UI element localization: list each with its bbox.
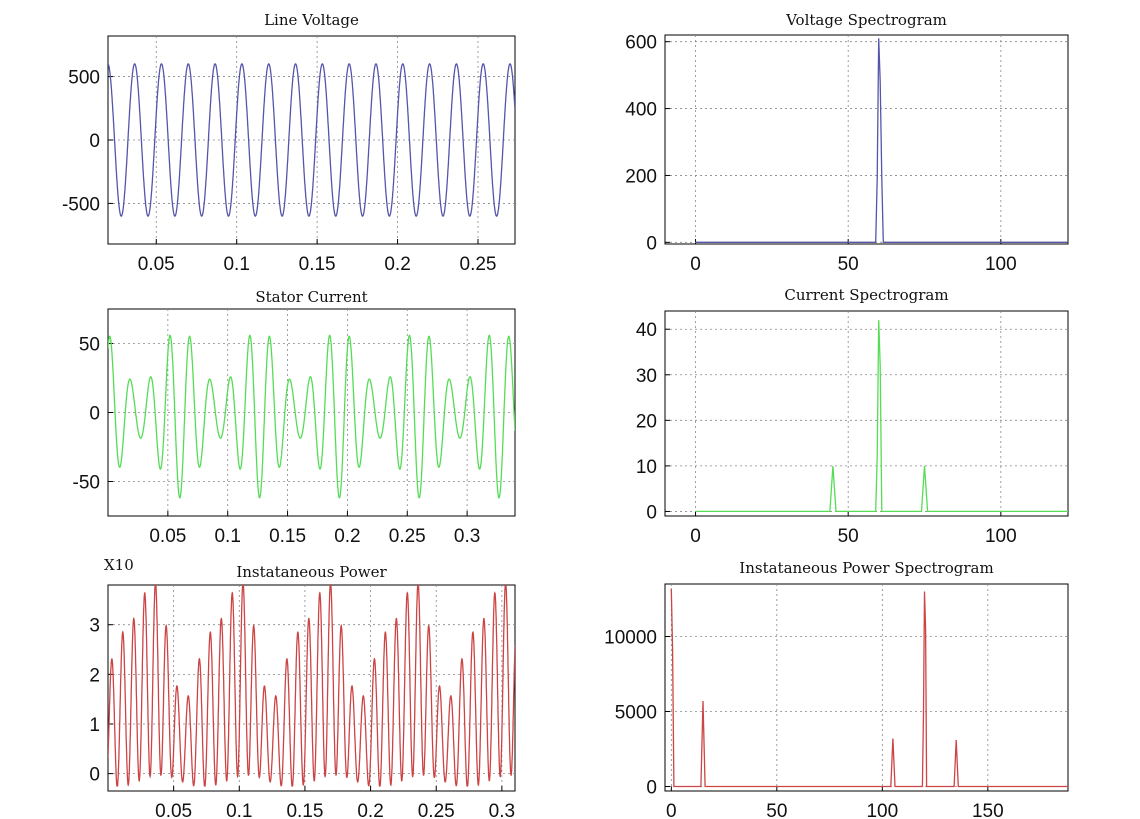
x-tick-label: 0.15 <box>299 254 336 275</box>
x-tick-label: 50 <box>838 254 859 275</box>
x-tick-label: 0.25 <box>389 526 426 547</box>
x-tick-label: 0.1 <box>226 801 252 819</box>
x-tick-label: 50 <box>766 801 787 819</box>
y-tick-label: 0 <box>646 502 657 523</box>
x-tick-label: 0.25 <box>460 254 497 275</box>
x-tick-label: 0.15 <box>269 526 306 547</box>
x-tick-label: 50 <box>838 526 859 547</box>
x-tick-label: 100 <box>985 254 1017 275</box>
chart-title: Current Spectrogram <box>784 286 948 304</box>
y-tick-label: 10 <box>636 457 657 478</box>
x-tick-label: 0 <box>690 526 701 547</box>
x-tick-label: 0.05 <box>149 526 186 547</box>
x-tick-label: 0 <box>690 254 701 275</box>
chart-current-spectrogram: 0 50 100 0 10 20 30 40 Current Spectrogram <box>636 286 1068 547</box>
x-tick-label: 0.3 <box>454 526 480 547</box>
x-tick-label: 150 <box>972 801 1004 819</box>
x-tick-label: 100 <box>866 801 898 819</box>
plot-frame <box>665 584 1068 791</box>
chart-stator-current: 0.05 0.1 0.15 0.2 0.25 0.3 -50 0 50 Stator Curren… <box>73 288 515 547</box>
y-tick-label: 0 <box>646 778 657 799</box>
y-tick-label: 400 <box>625 100 657 121</box>
x-tick-label: 0.15 <box>286 801 323 819</box>
y-tick-label: 600 <box>625 33 657 54</box>
y-tick-label: 5000 <box>615 703 657 724</box>
plot-frame <box>665 35 1068 244</box>
x-tick-label: 0 <box>666 801 677 819</box>
x-tick-label: 0.1 <box>214 526 240 547</box>
x-tick-label: 0.2 <box>384 254 410 275</box>
y-tick-label: 1 <box>89 715 100 736</box>
x-tick-label: 0.05 <box>155 801 192 819</box>
x-tick-label: 0.1 <box>223 254 249 275</box>
x-tick-label: 0.05 <box>138 254 175 275</box>
x-tick-label: 0.2 <box>334 526 360 547</box>
x-tick-label: 100 <box>985 526 1017 547</box>
x-tick-label: 0.3 <box>489 801 515 819</box>
y-tick-label: 0 <box>89 131 100 152</box>
y-tick-label: 10000 <box>604 628 657 649</box>
y-exponent-label: X10 <box>104 556 134 574</box>
y-tick-label: 200 <box>625 166 657 187</box>
chart-title: Instataneous Power Spectrogram <box>739 559 993 577</box>
y-tick-label: -500 <box>62 194 100 215</box>
y-tick-label: 0 <box>89 765 100 786</box>
y-tick-label: 40 <box>636 320 657 341</box>
y-tick-label: 3 <box>89 616 100 637</box>
plot-frame <box>665 311 1068 516</box>
x-tick-label: 0.2 <box>357 801 383 819</box>
y-tick-label: 50 <box>79 335 100 356</box>
y-tick-label: 30 <box>636 366 657 387</box>
y-tick-label: 0 <box>89 404 100 425</box>
y-tick-label: 500 <box>68 68 100 89</box>
x-tick-label: 0.25 <box>418 801 455 819</box>
chart-title: Line Voltage <box>264 11 359 29</box>
chart-power-spectrogram: 0 50 100 150 0 5000 10000 Instataneous Power Sp… <box>604 559 1068 819</box>
y-tick-label: 0 <box>646 233 657 254</box>
chart-instantaneous-power: 0.05 0.1 0.15 0.2 0.25 0.3 0 1 2 3 Instataneous Po… <box>89 556 515 819</box>
y-tick-label: -50 <box>73 473 100 494</box>
chart-line-voltage: 0.05 0.1 0.15 0.2 0.25 -500 0 500 Line Voltage <box>62 11 515 275</box>
chart-title: Voltage Spectrogram <box>785 11 947 29</box>
chart-voltage-spectrogram: 0 50 100 0 200 400 600 Voltage Spectrogram <box>625 11 1068 275</box>
chart-title: Stator Current <box>255 288 367 306</box>
chart-title: Instataneous Power <box>236 563 387 581</box>
y-tick-label: 20 <box>636 411 657 432</box>
y-tick-label: 2 <box>89 665 100 686</box>
